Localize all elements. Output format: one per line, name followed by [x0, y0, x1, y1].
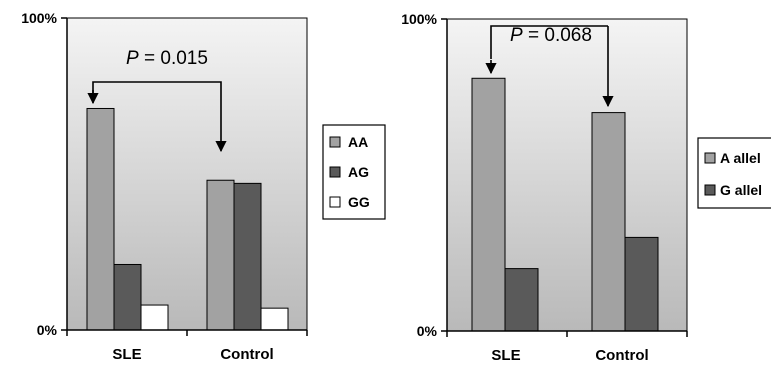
legend-swatch-g-allel	[704, 184, 716, 196]
p-value-annotation: P = 0.015	[126, 48, 208, 69]
legend-swatch-gg	[329, 196, 341, 208]
allele-chart: 100% 0% SLE Control P = 0.068 A allel G …	[401, 11, 771, 364]
bar-control-ag	[233, 182, 262, 331]
legend	[697, 137, 771, 209]
legend-label-a-allel: A allel	[720, 150, 761, 166]
y-tick-label-bottom: 0%	[37, 322, 58, 338]
legend-label-aa: AA	[348, 134, 368, 150]
significance-bracket	[490, 25, 608, 59]
p-symbol: P	[510, 25, 523, 46]
y-tick-label-bottom: 0%	[417, 323, 438, 339]
bar-sle-ag	[113, 263, 142, 331]
bar-control-a-allel	[591, 112, 626, 332]
bars	[471, 77, 659, 332]
bar-control-aa	[206, 179, 235, 331]
category-label-control: Control	[220, 346, 273, 363]
category-label-sle: SLE	[112, 346, 141, 363]
category-label-sle: SLE	[491, 347, 520, 364]
legend-swatch-a-allel	[704, 152, 716, 164]
bar-sle-g-allel	[504, 268, 539, 332]
y-tick-label-top: 100%	[21, 10, 57, 26]
bar-sle-gg	[140, 304, 169, 331]
p-value: = 0.015	[139, 48, 208, 69]
legend-swatch-ag	[329, 166, 341, 178]
genotype-chart: 100% 0% SLE Control P = 0.015 AA AG GG	[21, 10, 386, 363]
p-value: = 0.068	[523, 25, 592, 46]
bar-control-gg	[260, 307, 289, 331]
legend-swatch-aa	[329, 136, 341, 148]
bar-sle-aa	[86, 107, 115, 331]
legend-label-ag: AG	[348, 164, 369, 180]
legend-label-g-allel: G allel	[720, 182, 762, 198]
p-value-annotation: P = 0.068	[510, 25, 592, 46]
category-label-control: Control	[595, 347, 648, 364]
legend-label-gg: GG	[348, 194, 370, 210]
y-tick-label-top: 100%	[401, 11, 437, 27]
bar-control-g-allel	[624, 236, 659, 332]
bars	[86, 107, 289, 331]
bar-sle-a-allel	[471, 77, 506, 332]
p-symbol: P	[126, 48, 139, 69]
